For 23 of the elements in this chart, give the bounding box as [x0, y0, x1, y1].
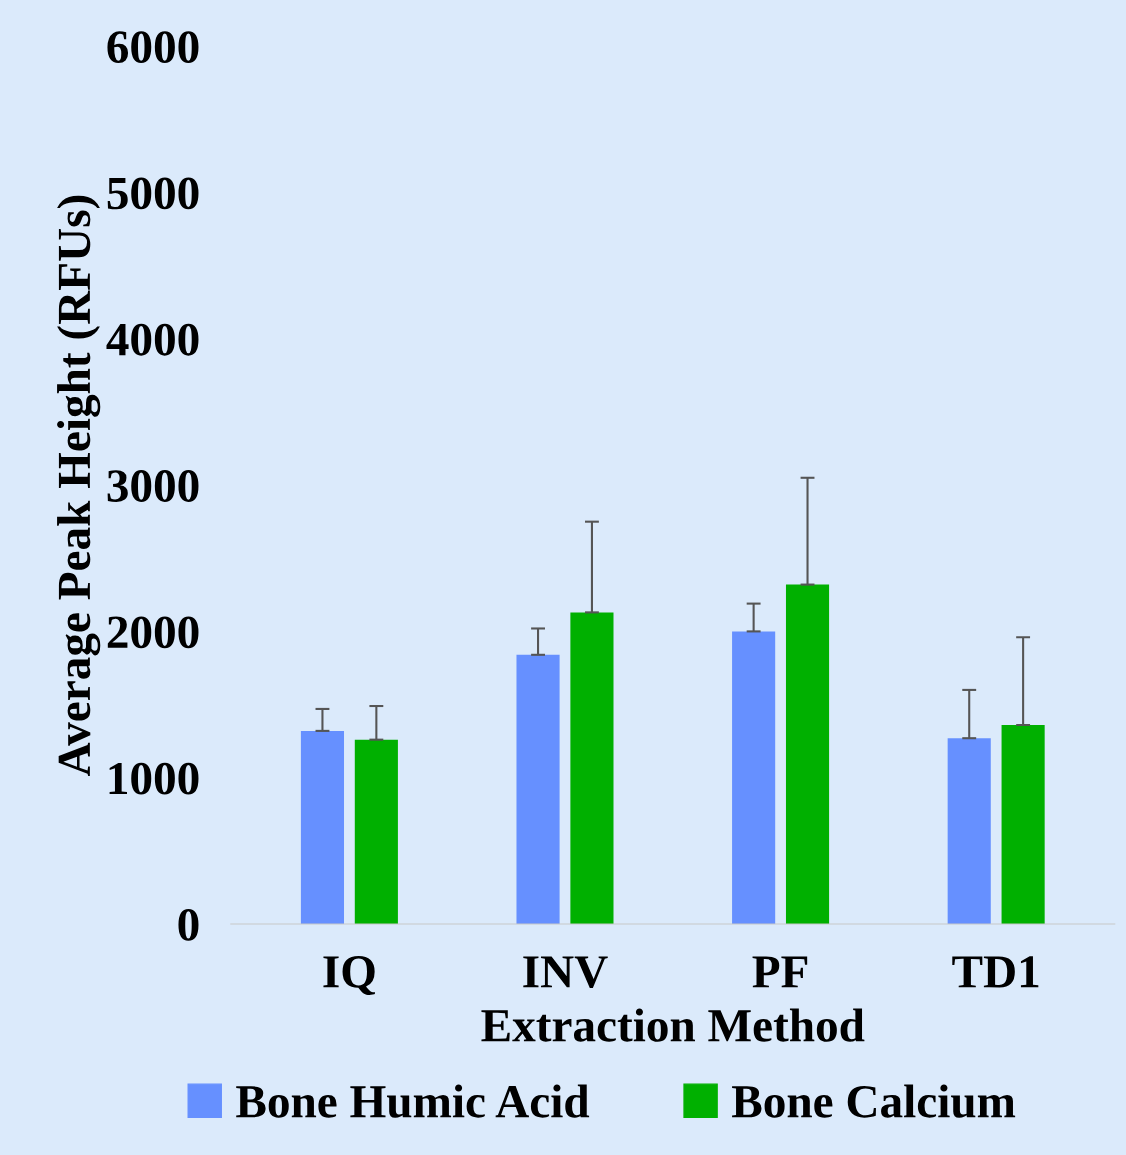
x-tick-label: PF — [752, 956, 808, 988]
y-axis-title: Average Peak Height (RFUs) — [57, 195, 101, 776]
bar — [516, 654, 560, 924]
y-tick-label: 3000 — [107, 470, 199, 502]
legend-label: Bone Calcium — [732, 1084, 1016, 1118]
y-tick-label: 6000 — [107, 31, 199, 64]
y-tick-label: 1000 — [109, 762, 199, 795]
y-tick-label: 5000 — [107, 177, 199, 210]
x-tick-label: TD1 — [952, 956, 1039, 988]
bar — [570, 612, 614, 924]
y-tick-label: 4000 — [106, 323, 199, 356]
bar — [1001, 725, 1045, 924]
bar — [300, 730, 345, 924]
x-tick-label: INV — [523, 956, 608, 989]
bar — [785, 584, 830, 924]
y-tick-label: 0 — [178, 908, 199, 941]
legend-label: Bone Humic Acid — [236, 1084, 590, 1118]
x-axis-title: Extraction Method — [481, 1008, 865, 1042]
bar — [732, 631, 776, 924]
bar — [947, 738, 991, 924]
x-tick-label: IQ — [323, 956, 375, 995]
y-tick-label: 2000 — [107, 616, 199, 649]
bar — [354, 739, 398, 924]
